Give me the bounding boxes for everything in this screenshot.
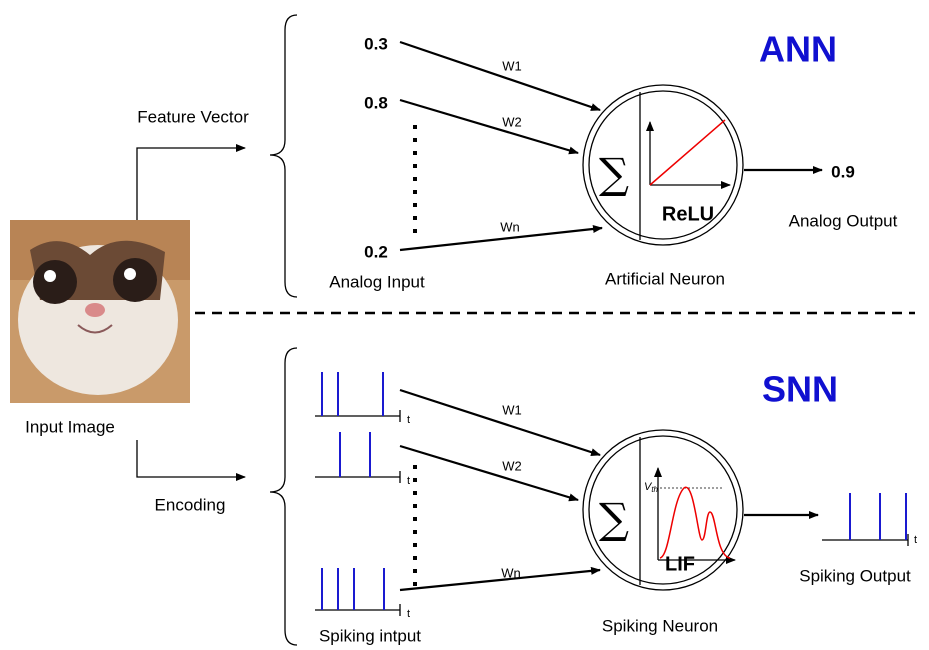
time-label: t [407,608,410,620]
input-value: 0.3 [364,34,388,53]
threshold-subscript: th [651,485,658,494]
neuron-label: Spiking Neuron [602,616,718,635]
weight-label: Wn [501,565,521,580]
sum-symbol: ∑ [599,494,629,543]
weight-arrow [400,100,578,153]
output-spike-train [822,493,908,546]
time-label: t [407,414,410,426]
input-caption: Spiking intput [319,626,421,645]
brace [270,348,297,645]
weight-arrow [400,42,600,110]
input-image [10,220,190,403]
time-label: t [407,475,410,487]
branch-label: Feature Vector [137,107,249,126]
activation-label: ReLU [662,203,714,225]
branch-label: Encoding [155,495,226,514]
weight-arrow [400,446,578,500]
branch-arrow [137,148,245,220]
threshold-label: Vth [644,481,659,494]
input-label: Input Image [25,417,115,436]
neuron-label: Artificial Neuron [605,269,725,288]
output-caption: Analog Output [789,211,898,230]
weight-label: W1 [502,402,522,417]
weight-label: W2 [502,114,522,129]
section-title: ANN [759,29,837,70]
output-value: 0.9 [831,162,855,181]
weight-arrow [400,570,600,590]
sum-symbol: ∑ [599,149,629,198]
weight-label: Wn [500,219,520,234]
time-label: t [914,534,917,546]
spike-train [315,372,400,422]
spike-train [315,432,400,483]
output-caption: Spiking Output [799,566,911,585]
section-title: SNN [762,369,838,410]
spike-train [315,568,400,616]
brace [270,15,297,297]
activation-label: LIF [665,553,695,575]
branch-arrow [137,440,245,477]
input-value: 0.2 [364,242,388,261]
weight-arrow [400,390,600,455]
weight-label: W1 [502,58,522,73]
input-caption: Analog Input [329,272,425,291]
weight-label: W2 [502,458,522,473]
input-value: 0.8 [364,93,388,112]
diagram: Input Image Feature Vector Encoding ANN … [0,0,929,650]
